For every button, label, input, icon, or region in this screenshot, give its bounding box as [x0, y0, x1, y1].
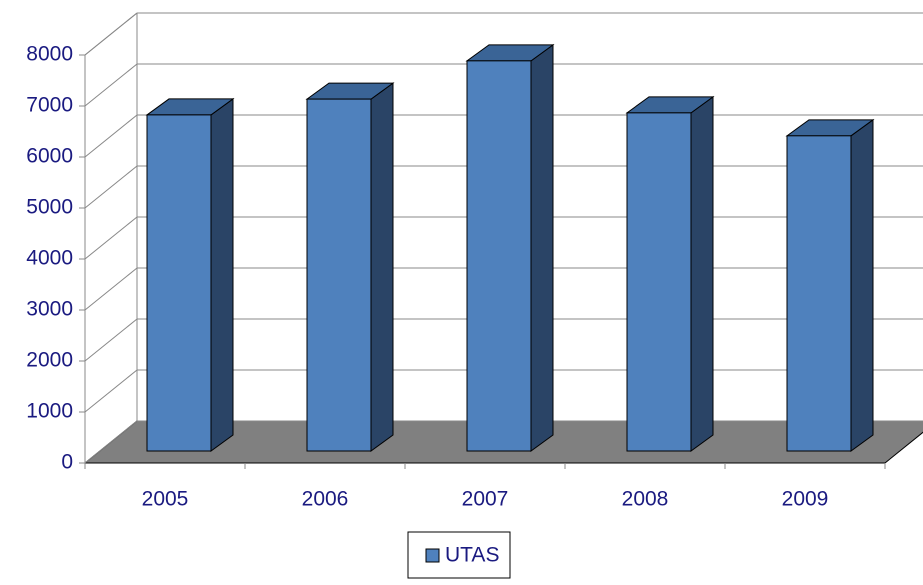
- grid-line: [84, 267, 138, 311]
- y-tick-label: 6000: [26, 145, 73, 168]
- grid-line: [84, 318, 138, 362]
- bar: [466, 60, 532, 452]
- bar-side: [850, 118, 874, 452]
- bar: [146, 114, 212, 452]
- y-tick-label: 3000: [26, 298, 73, 321]
- grid-line: [84, 12, 138, 56]
- legend-label: UTAS: [445, 544, 499, 567]
- x-tick-label: 2006: [302, 488, 349, 511]
- bar-side: [370, 82, 394, 452]
- bar-side: [690, 95, 714, 452]
- bar-side: [210, 97, 234, 452]
- x-tick-label: 2007: [462, 488, 509, 511]
- legend-box: [407, 531, 511, 579]
- bar-side: [530, 43, 554, 452]
- grid-line: [84, 369, 138, 413]
- grid-line: [84, 420, 138, 464]
- y-tick-label: 1000: [26, 400, 73, 423]
- x-tick-label: 2009: [782, 488, 829, 511]
- grid-line: [84, 165, 138, 209]
- y-tick-label: 8000: [26, 43, 73, 66]
- bar: [306, 98, 372, 452]
- x-tick-label: 2005: [142, 488, 189, 511]
- grid-line: [84, 216, 138, 260]
- x-tick-label: 2008: [622, 488, 669, 511]
- grid-line: [84, 63, 138, 107]
- y-tick-label: 4000: [26, 247, 73, 270]
- y-tick-label: 2000: [26, 349, 73, 372]
- y-tick-label: 5000: [26, 196, 73, 219]
- bar: [626, 112, 692, 452]
- legend-swatch: [425, 548, 440, 563]
- y-tick-label: 7000: [26, 94, 73, 117]
- y-tick-label: 0: [61, 451, 73, 474]
- grid-line: [84, 114, 138, 158]
- bar: [786, 135, 852, 452]
